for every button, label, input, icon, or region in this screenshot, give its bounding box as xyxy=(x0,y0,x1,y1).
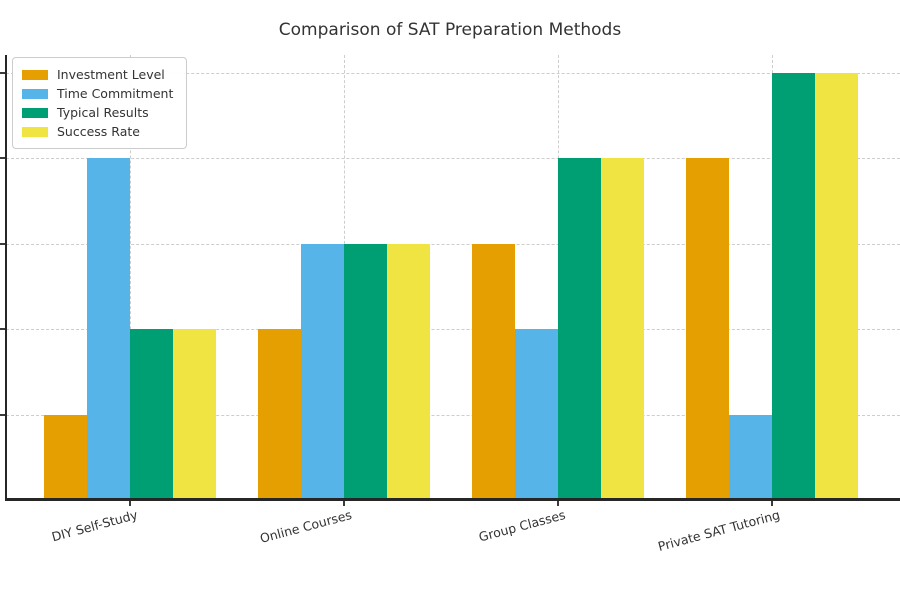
bar-typical-results-group-classes xyxy=(557,158,601,500)
h-gridline-2 xyxy=(6,414,900,416)
x-label-diy-self-study: DIY Self-Study xyxy=(50,507,140,545)
legend-item-success-rate: Success Rate xyxy=(22,122,173,141)
bar-time-commitment-group-classes xyxy=(514,329,558,500)
legend-item-investment-level: Investment Level xyxy=(22,65,173,84)
legend-swatch-time-commitment xyxy=(22,88,48,99)
legend-label-success-rate: Success Rate xyxy=(57,124,140,139)
y-tick-4 xyxy=(0,328,5,331)
h-gridline-4 xyxy=(6,329,900,331)
x-tick-group-classes xyxy=(556,501,559,506)
legend-swatch-success-rate xyxy=(22,126,48,137)
y-tick-10 xyxy=(0,72,5,74)
legend-label-time-commitment: Time Commitment xyxy=(57,86,174,101)
bar-typical-results-diy-self-study xyxy=(129,329,173,500)
y-tick-8 xyxy=(0,157,5,160)
v-gridline-diy-self-study xyxy=(129,55,131,500)
y-tick-2 xyxy=(0,413,5,416)
x-tick-online-courses xyxy=(342,501,345,506)
bar-investment-level-online-courses xyxy=(257,329,301,500)
legend-item-typical-results: Typical Results xyxy=(22,103,173,122)
legend-label-investment-level: Investment Level xyxy=(57,67,165,82)
bar-investment-level-private-sat-tutoring xyxy=(685,158,729,500)
bar-typical-results-online-courses xyxy=(343,243,387,500)
chart-title: Comparison of SAT Preparation Methods xyxy=(278,20,622,40)
bar-success-rate-online-courses xyxy=(386,243,430,500)
legend-swatch-typical-results xyxy=(22,107,48,118)
bar-success-rate-diy-self-study xyxy=(172,329,216,500)
x-label-online-courses: Online Courses xyxy=(258,507,354,546)
h-gridline-10 xyxy=(6,73,900,74)
x-label-group-classes: Group Classes xyxy=(477,507,568,545)
legend-label-typical-results: Typical Results xyxy=(57,105,149,120)
bar-time-commitment-private-sat-tutoring xyxy=(728,414,772,500)
bar-success-rate-group-classes xyxy=(600,158,644,500)
x-tick-private-sat-tutoring xyxy=(770,501,773,506)
y-axis-spine xyxy=(5,55,7,500)
legend: Investment Level Time Commitment Typical R… xyxy=(12,57,188,149)
h-gridline-8 xyxy=(6,158,900,160)
h-gridline-6 xyxy=(6,243,900,245)
bar-success-rate-private-sat-tutoring xyxy=(814,73,858,500)
legend-item-time-commitment: Time Commitment xyxy=(22,84,173,103)
x-axis-spine xyxy=(5,498,900,501)
x-tick-diy-self-study xyxy=(128,501,131,506)
legend-swatch-investment-level xyxy=(22,69,48,80)
bar-time-commitment-diy-self-study xyxy=(86,158,130,500)
y-tick-6 xyxy=(0,242,5,245)
bar-time-commitment-online-courses xyxy=(300,243,344,500)
bar-investment-level-group-classes xyxy=(471,243,515,500)
bar-investment-level-diy-self-study xyxy=(43,414,87,500)
x-label-private-sat-tutoring: Private SAT Tutoring xyxy=(656,507,782,554)
bar-typical-results-private-sat-tutoring xyxy=(771,73,815,500)
